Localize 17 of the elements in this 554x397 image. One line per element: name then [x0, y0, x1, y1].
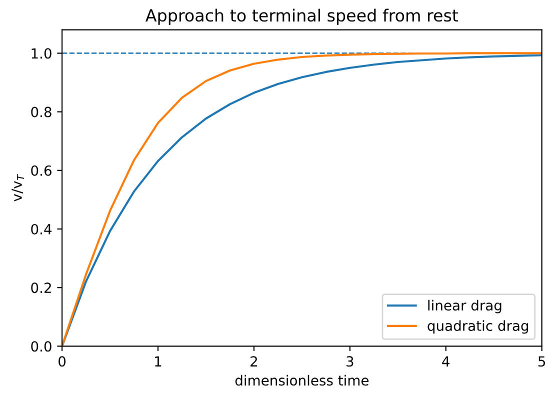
x-tick-label: 2 — [250, 356, 257, 366]
x-tick-label: 1 — [155, 356, 162, 366]
x-tick-label: 3 — [346, 356, 354, 367]
y-tick-label: 0.2 — [31, 282, 51, 294]
y-tick-label: 0.6 — [31, 165, 52, 176]
x-tick-label: 0 — [58, 356, 66, 367]
y-tick-label: 1.0 — [32, 48, 52, 59]
x-tick-label: 5 — [538, 356, 546, 367]
legend-label: quadratic drag — [428, 320, 528, 334]
y-tick-label: 0.0 — [31, 341, 52, 352]
x-tick-label: 4 — [442, 356, 450, 366]
legend-label: linear drag — [428, 300, 502, 314]
chart-title: Approach to terminal speed from rest — [146, 8, 458, 25]
y-axis-title: v/v$_{T}$ — [12, 174, 24, 202]
y-tick-label: 0.4 — [31, 224, 52, 234]
x-axis-title: dimensionless time — [235, 374, 368, 386]
y-tick-label: 0.8 — [31, 106, 52, 118]
